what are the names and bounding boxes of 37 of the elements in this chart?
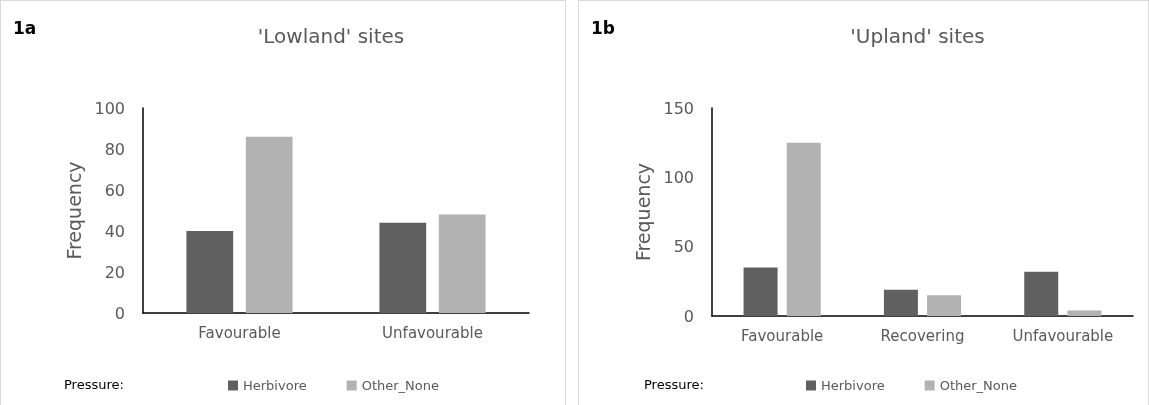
bar [883,289,918,316]
legend-label: Other_None [939,378,1018,393]
bar [786,142,821,316]
chart-title: 'Lowland' sites [257,24,405,48]
y-tick-label: 100 [663,167,694,187]
legend-label: Herbivore [243,378,307,393]
legend-title: Pressure: [64,377,124,392]
bar [245,136,293,313]
bar [927,295,962,316]
bar [1024,271,1059,316]
x-tick-label: Favourable [741,326,824,345]
y-tick-label: 100 [94,98,125,118]
y-tick-label: 20 [104,262,125,282]
legend-label: Herbivore [821,378,885,393]
x-tick-label: Unfavourable [1012,326,1114,345]
x-tick-label: Recovering [880,326,965,345]
text: 1b [591,17,615,38]
y-tick-label: 50 [673,237,694,257]
y-axis-title: Frequency [63,161,86,260]
x-tick-label: Favourable [198,323,281,342]
y-tick-label: 80 [104,139,125,159]
y-tick-label: 150 [663,98,694,118]
bar [743,267,778,316]
text: 1a [13,17,37,38]
bar [1067,310,1102,316]
legend-label: Other_None [361,378,440,393]
legend-title: Pressure: [644,377,704,392]
bar [438,214,486,313]
bar [379,222,427,313]
bar [186,231,234,313]
y-tick-label: 40 [104,221,125,241]
y-tick-label: 60 [104,180,125,200]
chart-title: 'Upland' sites [850,24,985,48]
y-tick-label: 0 [114,303,125,323]
y-tick-label: 0 [683,306,694,326]
y-axis-title: Frequency [632,162,655,262]
x-tick-label: Unfavourable [382,323,483,342]
